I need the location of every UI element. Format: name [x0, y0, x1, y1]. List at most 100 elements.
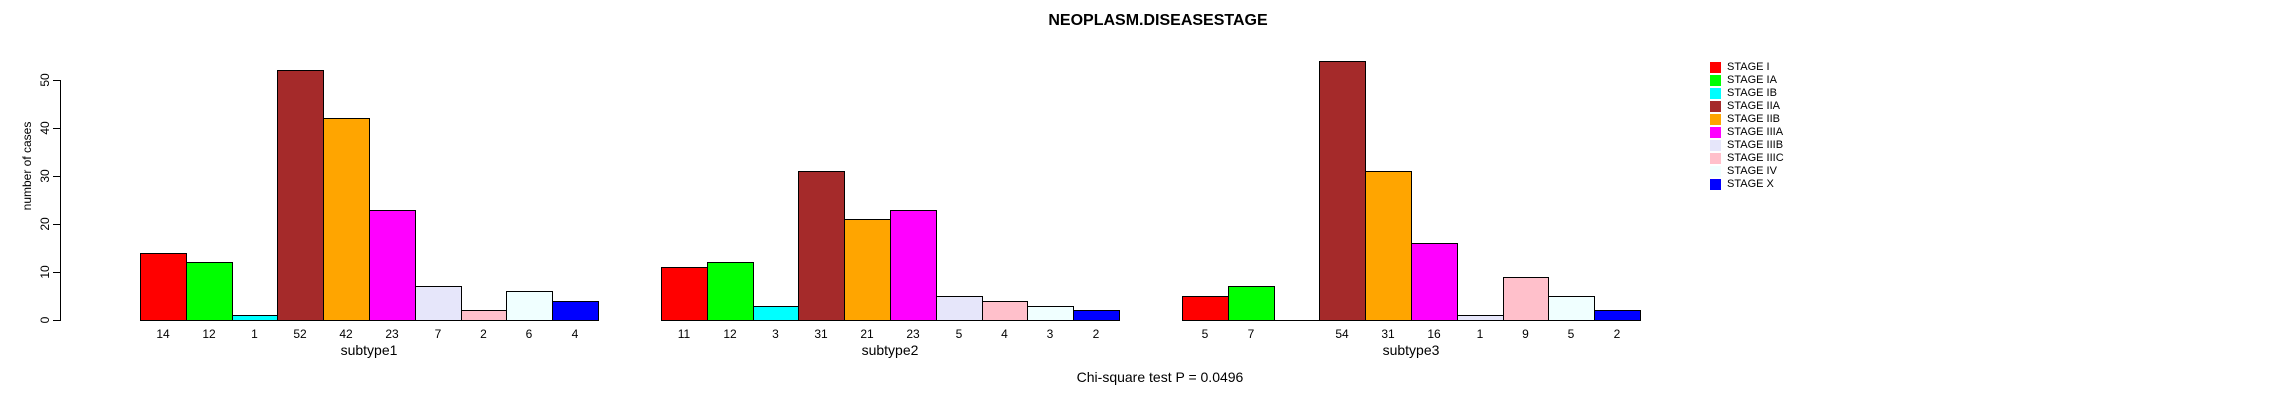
bar — [186, 262, 233, 321]
legend-label: STAGE IA — [1727, 74, 1777, 86]
bar-value-label: 16 — [1427, 327, 1441, 341]
bar-value-label: 4 — [1001, 327, 1008, 341]
legend: STAGE I STAGE IA STAGE IB STAGE IIA STAGE II… — [1710, 61, 1784, 191]
bar-value-label: 14 — [156, 327, 170, 341]
legend-item: STAGE IIB — [1710, 113, 1784, 126]
annotation-caption: Chi-square test P = 0.0496 — [1076, 369, 1244, 385]
bar-value-label: 21 — [860, 327, 874, 341]
bar-value-label: 7 — [434, 327, 442, 341]
legend-label: STAGE I — [1727, 61, 1770, 73]
bar — [415, 286, 462, 321]
bar-value-label: 5 — [1201, 327, 1209, 341]
legend-label: STAGE IIIA — [1727, 126, 1784, 138]
bar — [1457, 315, 1504, 321]
legend-item: STAGE IA — [1710, 74, 1784, 87]
bar — [1594, 310, 1641, 321]
bar — [753, 306, 799, 321]
bar — [798, 171, 845, 321]
legend-item: STAGE IIIA — [1710, 126, 1784, 139]
legend-label: STAGE IIIC — [1727, 152, 1784, 164]
bar — [1503, 277, 1549, 321]
bar-value-label: 7 — [1247, 327, 1255, 341]
bar-value-label: 3 — [772, 327, 779, 341]
y-axis-label: number of cases — [20, 121, 34, 211]
legend-swatch — [1710, 75, 1721, 86]
y-tick-label: 20 — [38, 217, 52, 231]
bar-value-label: 9 — [1522, 327, 1529, 341]
legend-swatch — [1710, 179, 1721, 190]
bar — [1548, 296, 1595, 321]
bar — [461, 310, 507, 321]
legend-label: STAGE IIB — [1727, 113, 1780, 125]
bar-value-label: 31 — [814, 327, 828, 341]
legend-swatch — [1710, 166, 1721, 177]
bar — [1027, 306, 1074, 321]
bar — [552, 301, 599, 321]
y-tick-mark — [53, 176, 60, 177]
y-tick-label: 40 — [38, 121, 52, 135]
legend-item: STAGE IB — [1710, 87, 1784, 100]
legend-swatch — [1710, 101, 1721, 112]
legend-label: STAGE IV — [1727, 165, 1777, 177]
bar — [140, 253, 187, 321]
bar-value-label: 12 — [202, 327, 216, 341]
bar — [1411, 243, 1458, 321]
y-tick-label: 30 — [38, 169, 52, 183]
bar-value-label: 2 — [1613, 327, 1621, 341]
legend-label: STAGE X — [1727, 178, 1774, 190]
y-tick-label: 0 — [38, 316, 52, 324]
bar — [982, 301, 1028, 321]
bar — [369, 210, 416, 321]
y-tick-label: 10 — [38, 265, 52, 279]
bar-value-label: 54 — [1335, 327, 1349, 341]
legend-item: STAGE IV — [1710, 165, 1784, 178]
y-tick-mark — [53, 80, 60, 81]
legend-swatch — [1710, 88, 1721, 99]
bar-value-label: 5 — [1567, 327, 1575, 341]
bar-value-label: 6 — [525, 327, 533, 341]
legend-item: STAGE IIIC — [1710, 152, 1784, 165]
group-label: subtype3 — [1382, 342, 1440, 358]
legend-item: STAGE I — [1710, 61, 1784, 74]
bar-value-label: 3 — [1046, 327, 1054, 341]
y-tick-mark — [53, 272, 60, 273]
bar — [661, 267, 708, 321]
bar — [1073, 310, 1120, 321]
y-tick-mark — [53, 320, 60, 321]
legend-label: STAGE IIA — [1727, 100, 1780, 112]
group-label: subtype2 — [861, 342, 919, 358]
bar — [1319, 61, 1366, 321]
bar — [277, 70, 324, 321]
bar-value-label: 11 — [677, 327, 691, 341]
bar — [232, 315, 278, 321]
bar-value-label: 12 — [723, 327, 737, 341]
bar — [890, 210, 937, 321]
bar-value-label: 1 — [1476, 327, 1484, 341]
bar-value-label: 52 — [293, 327, 307, 341]
y-tick-label: 50 — [38, 73, 52, 87]
legend-label: STAGE IIIB — [1727, 139, 1784, 151]
legend-swatch — [1710, 114, 1721, 125]
chart-title: NEOPLASM.DISEASESTAGE — [1048, 12, 1268, 29]
bar — [506, 291, 553, 321]
bar — [844, 219, 891, 321]
legend-swatch — [1710, 62, 1721, 73]
legend-label: STAGE IB — [1727, 87, 1777, 99]
legend-item: STAGE IIIB — [1710, 139, 1784, 152]
bar — [936, 296, 983, 321]
bar-value-label: 31 — [1381, 327, 1395, 341]
y-tick-mark — [53, 224, 60, 225]
bar — [707, 262, 754, 321]
legend-item: STAGE X — [1710, 178, 1784, 191]
legend-swatch — [1710, 153, 1721, 164]
bar-value-label: 2 — [1092, 327, 1100, 341]
group-label: subtype1 — [340, 342, 398, 358]
bar — [323, 118, 370, 321]
legend-swatch — [1710, 127, 1721, 138]
bar-value-label: 42 — [339, 327, 353, 341]
bar-value-label: 4 — [571, 327, 579, 341]
bar-value-label: 5 — [955, 327, 963, 341]
y-axis-line — [60, 80, 61, 321]
bar-value-label: 23 — [385, 327, 399, 341]
bar-value-label: 1 — [251, 327, 258, 341]
